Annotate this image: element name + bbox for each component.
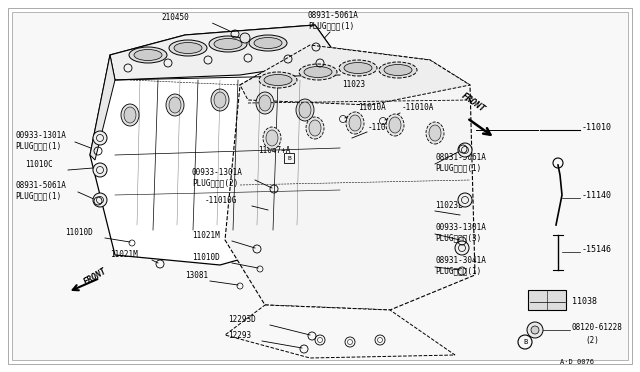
- Ellipse shape: [134, 49, 162, 61]
- Text: B: B: [287, 157, 291, 161]
- Text: 210450: 210450: [161, 13, 189, 22]
- Ellipse shape: [166, 94, 184, 116]
- Text: -11010G: -11010G: [205, 196, 237, 205]
- Ellipse shape: [339, 60, 377, 76]
- Ellipse shape: [121, 104, 139, 126]
- Text: 11010D: 11010D: [192, 253, 220, 262]
- Circle shape: [531, 326, 539, 334]
- FancyBboxPatch shape: [528, 290, 566, 310]
- Ellipse shape: [346, 112, 364, 134]
- Ellipse shape: [211, 89, 229, 111]
- Text: PLUGプラグ(1): PLUGプラグ(1): [435, 163, 481, 172]
- Ellipse shape: [344, 62, 372, 74]
- Text: -15146: -15146: [582, 244, 612, 253]
- Ellipse shape: [266, 130, 278, 146]
- Circle shape: [93, 131, 107, 145]
- Ellipse shape: [349, 115, 361, 131]
- Polygon shape: [225, 45, 475, 310]
- Ellipse shape: [214, 38, 242, 49]
- Circle shape: [458, 143, 472, 157]
- Text: 11021M: 11021M: [110, 250, 138, 259]
- Ellipse shape: [309, 120, 321, 136]
- Text: 11023A: 11023A: [342, 66, 370, 75]
- Ellipse shape: [124, 107, 136, 123]
- Ellipse shape: [379, 62, 417, 78]
- Ellipse shape: [263, 127, 281, 149]
- Text: 08931-5061A: 08931-5061A: [15, 181, 66, 190]
- Text: FRONT: FRONT: [460, 91, 487, 114]
- Circle shape: [455, 241, 469, 255]
- Ellipse shape: [129, 47, 167, 63]
- Text: 11021M: 11021M: [192, 231, 220, 240]
- Ellipse shape: [209, 36, 247, 52]
- Ellipse shape: [169, 97, 181, 113]
- Ellipse shape: [429, 125, 441, 141]
- Polygon shape: [240, 45, 470, 105]
- Ellipse shape: [304, 67, 332, 77]
- Text: PLUGプラグ(2): PLUGプラグ(2): [192, 178, 238, 187]
- Text: PLUGプラグ(1): PLUGプラグ(1): [308, 21, 355, 30]
- Circle shape: [458, 193, 472, 207]
- Text: 11010C: 11010C: [25, 160, 52, 169]
- Ellipse shape: [296, 99, 314, 121]
- Text: 12293: 12293: [228, 331, 251, 340]
- Text: 11010D: 11010D: [65, 228, 93, 237]
- Text: 08931-3041A: 08931-3041A: [435, 256, 486, 265]
- Ellipse shape: [259, 72, 297, 88]
- Polygon shape: [12, 12, 628, 360]
- Text: 00933-1301A: 00933-1301A: [15, 131, 66, 140]
- Ellipse shape: [169, 40, 207, 56]
- Ellipse shape: [386, 114, 404, 136]
- Text: -11010: -11010: [582, 122, 612, 131]
- Ellipse shape: [299, 102, 311, 118]
- Circle shape: [93, 163, 107, 177]
- Polygon shape: [90, 25, 345, 265]
- Text: 11023E: 11023E: [435, 201, 463, 210]
- Text: 08931-5061A: 08931-5061A: [435, 153, 486, 162]
- Text: 11023: 11023: [342, 80, 365, 89]
- Text: 11047+A: 11047+A: [258, 146, 291, 155]
- Text: PLUGプラグ(3): PLUGプラグ(3): [435, 233, 481, 242]
- Ellipse shape: [214, 92, 226, 108]
- Text: 00933-1301A: 00933-1301A: [435, 223, 486, 232]
- Circle shape: [240, 33, 250, 43]
- Text: A·D 0076: A·D 0076: [560, 359, 594, 365]
- Ellipse shape: [254, 38, 282, 48]
- Text: FRONT: FRONT: [82, 267, 108, 287]
- Circle shape: [527, 322, 543, 338]
- Text: 13081: 13081: [185, 271, 208, 280]
- Text: PLUGプラグ(1): PLUGプラグ(1): [15, 191, 61, 200]
- Text: 00933-1301A: 00933-1301A: [192, 168, 243, 177]
- Ellipse shape: [249, 35, 287, 51]
- Text: 11038: 11038: [572, 298, 597, 307]
- Ellipse shape: [299, 64, 337, 80]
- Ellipse shape: [264, 74, 292, 86]
- Polygon shape: [225, 305, 455, 358]
- Ellipse shape: [259, 95, 271, 111]
- Ellipse shape: [426, 122, 444, 144]
- Text: -11140: -11140: [582, 190, 612, 199]
- Text: -11047: -11047: [368, 123, 396, 132]
- Text: PLUGプラグ(1): PLUGプラグ(1): [435, 266, 481, 275]
- Ellipse shape: [256, 92, 274, 114]
- Ellipse shape: [174, 42, 202, 54]
- Ellipse shape: [389, 117, 401, 133]
- Text: -11010A: -11010A: [402, 103, 435, 112]
- Ellipse shape: [384, 64, 412, 76]
- Text: 08120-61228: 08120-61228: [572, 323, 623, 331]
- Text: B: B: [523, 339, 527, 345]
- Circle shape: [93, 193, 107, 207]
- Ellipse shape: [306, 117, 324, 139]
- Text: 12293D: 12293D: [228, 315, 256, 324]
- Polygon shape: [110, 25, 340, 80]
- Text: (2): (2): [585, 336, 599, 344]
- Text: 08931-5061A: 08931-5061A: [308, 11, 359, 20]
- Text: 11010A: 11010A: [358, 103, 386, 112]
- Polygon shape: [90, 55, 115, 160]
- Text: PLUGプラグ(1): PLUGプラグ(1): [15, 141, 61, 150]
